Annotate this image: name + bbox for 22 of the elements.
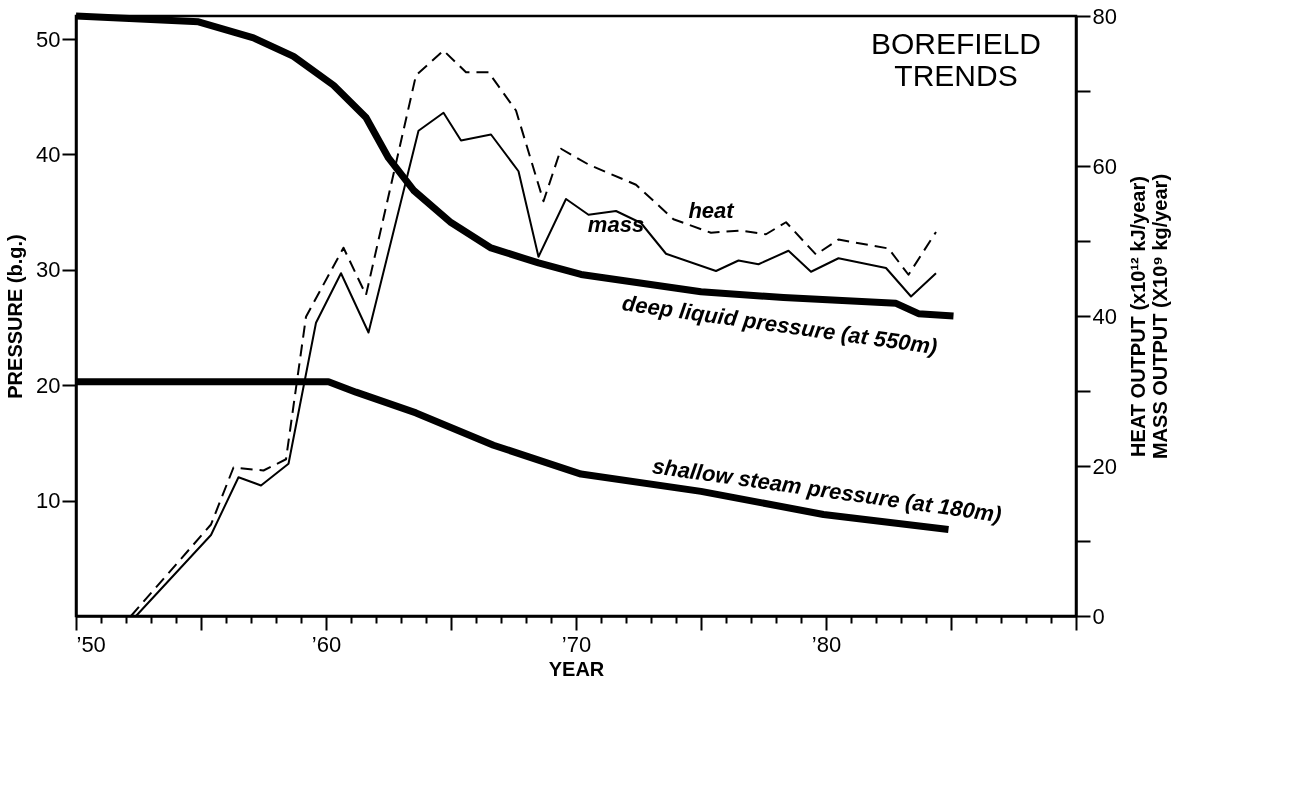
text: shallow steam pressure (at 180m) bbox=[650, 453, 1004, 528]
text: deep liquid pressure (at 550m) bbox=[620, 290, 939, 360]
y-tick-label: 50 bbox=[36, 26, 61, 52]
y-tick-label: 30 bbox=[36, 257, 61, 283]
y-axis-title: PRESSURE (b.g.) bbox=[4, 234, 27, 399]
x-tick-label: ’60 bbox=[311, 631, 342, 657]
series-label: heat bbox=[688, 197, 736, 223]
text: BOREFIELD TRENDS bbox=[870, 27, 1042, 92]
y2-axis-title: HEAT OUTPUT (x10¹² kJ/year) MASS OUTPUT (X10⁹ kg/year) bbox=[1126, 173, 1171, 460]
series-label: mass bbox=[587, 212, 645, 237]
y2-tick-label: 80 bbox=[1092, 3, 1117, 29]
x-axis-title: YEAR bbox=[548, 657, 605, 680]
y-tick-label: 40 bbox=[36, 141, 61, 167]
y2-tick-label: 0 bbox=[1092, 603, 1105, 629]
x-tick-label: ’80 bbox=[811, 631, 842, 657]
y2-tick-label: 20 bbox=[1092, 453, 1117, 479]
y-tick-label: 10 bbox=[36, 488, 61, 514]
y2-tick-label: 60 bbox=[1092, 153, 1117, 179]
y-tick-label: 20 bbox=[36, 372, 61, 398]
x-tick-label: ’70 bbox=[561, 631, 592, 657]
x-tick-label: ’50 bbox=[76, 631, 106, 657]
y2-tick-label: 40 bbox=[1092, 303, 1117, 329]
